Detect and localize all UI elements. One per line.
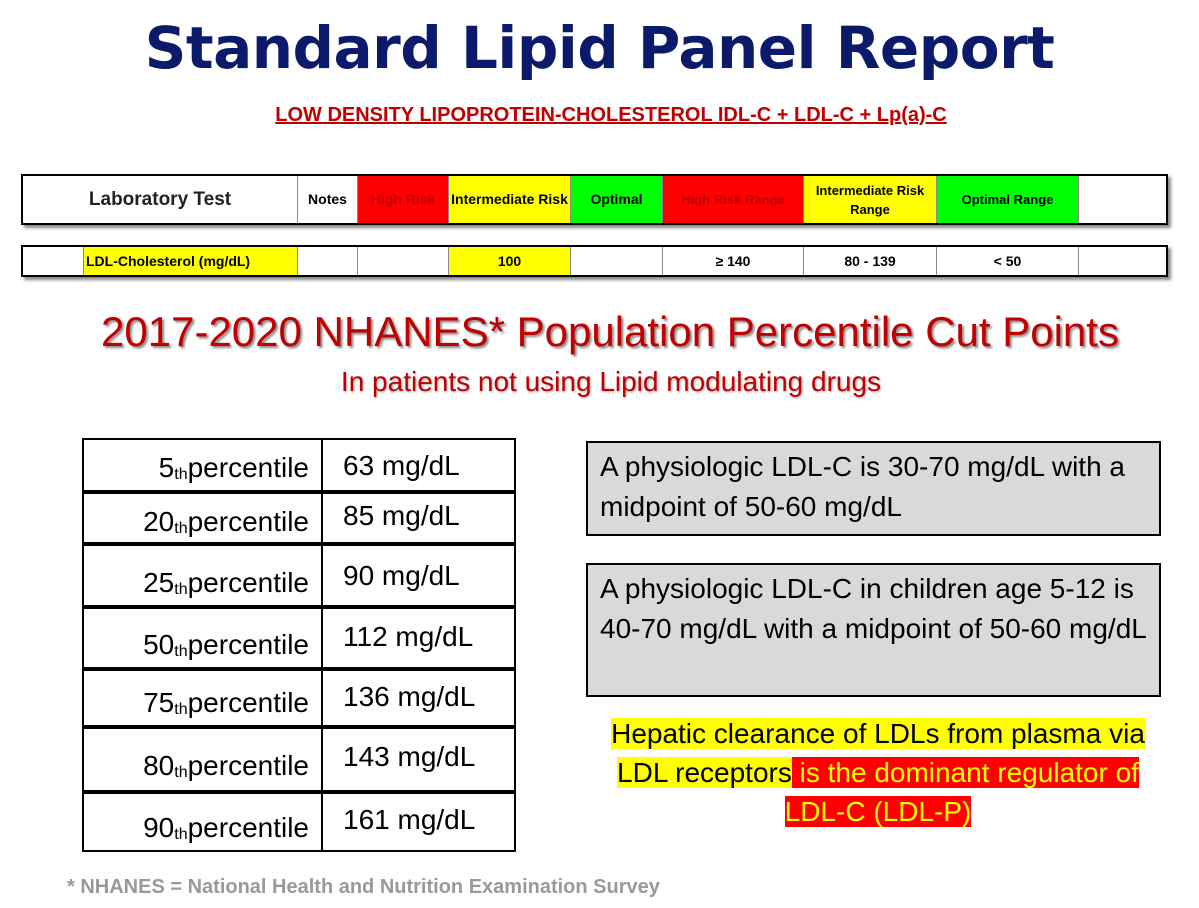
ldl-row: LDL-Cholesterol (mg/dL) 100 ≥ 140 80 - 1…: [21, 245, 1168, 277]
ldl-high-risk-range: ≥ 140: [663, 247, 804, 275]
header-intermediate-risk: Intermediate Risk: [449, 176, 571, 223]
ldl-spacer: [23, 247, 84, 275]
header-optimal: Optimal: [571, 176, 663, 223]
risk-header-row: Laboratory Test Notes High Risk Intermed…: [21, 174, 1168, 225]
ldl-intermediate-range: 80 - 139: [804, 247, 937, 275]
nhanes-title: 2017-2020 NHANES* Population Percentile …: [101, 308, 1119, 355]
ldl-blank: [1079, 247, 1166, 275]
ldl-test-name: LDL-Cholesterol (mg/dL): [84, 247, 298, 275]
nhanes-subtitle: In patients not using Lipid modulating d…: [340, 366, 882, 397]
percentile-value: 112 mg/dL: [343, 621, 474, 652]
percentile-value: 161 mg/dL: [343, 804, 476, 835]
percentile-value: 143 mg/dL: [343, 741, 476, 772]
ldl-intermediate-value: 100: [449, 247, 571, 275]
header-high-risk-range: High Risk Range: [663, 176, 804, 223]
percentile-value: 90 mg/dL: [343, 560, 460, 591]
percentile-value: 136 mg/dL: [343, 681, 476, 712]
adult-ldl-info-box: A physiologic LDL-C is 30-70 mg/dL with …: [586, 441, 1161, 536]
header-high-risk: High Risk: [358, 176, 449, 223]
ldl-optimal-range: < 50: [937, 247, 1079, 275]
header-lab-test: Laboratory Test: [23, 176, 298, 223]
children-ldl-info-box: A physiologic LDL-C in children age 5-12…: [586, 563, 1161, 697]
ldl-notes: [298, 247, 358, 275]
page-title: Standard Lipid Panel Report: [144, 14, 1055, 82]
percentile-value: 85 mg/dL: [343, 500, 460, 531]
hepatic-clearance-statement: Hepatic clearance of LDLs from plasma vi…: [598, 714, 1158, 831]
hepatic-highlight-red: is the dominant regulator of LDL-C (LDL-…: [784, 757, 1139, 827]
header-intermediate-risk-range: Intermediate Risk Range: [804, 176, 937, 223]
percentile-value: 63 mg/dL: [343, 450, 460, 481]
page-subtitle: LOW DENSITY LIPOPROTEIN-CHOLESTEROL IDL-…: [275, 104, 947, 126]
footnote: * NHANES = National Health and Nutrition…: [67, 876, 660, 898]
ldl-optimal: [571, 247, 663, 275]
header-blank: [1079, 176, 1166, 223]
header-optimal-range: Optimal Range: [937, 176, 1079, 223]
header-notes: Notes: [298, 176, 358, 223]
ldl-high-risk: [358, 247, 449, 275]
